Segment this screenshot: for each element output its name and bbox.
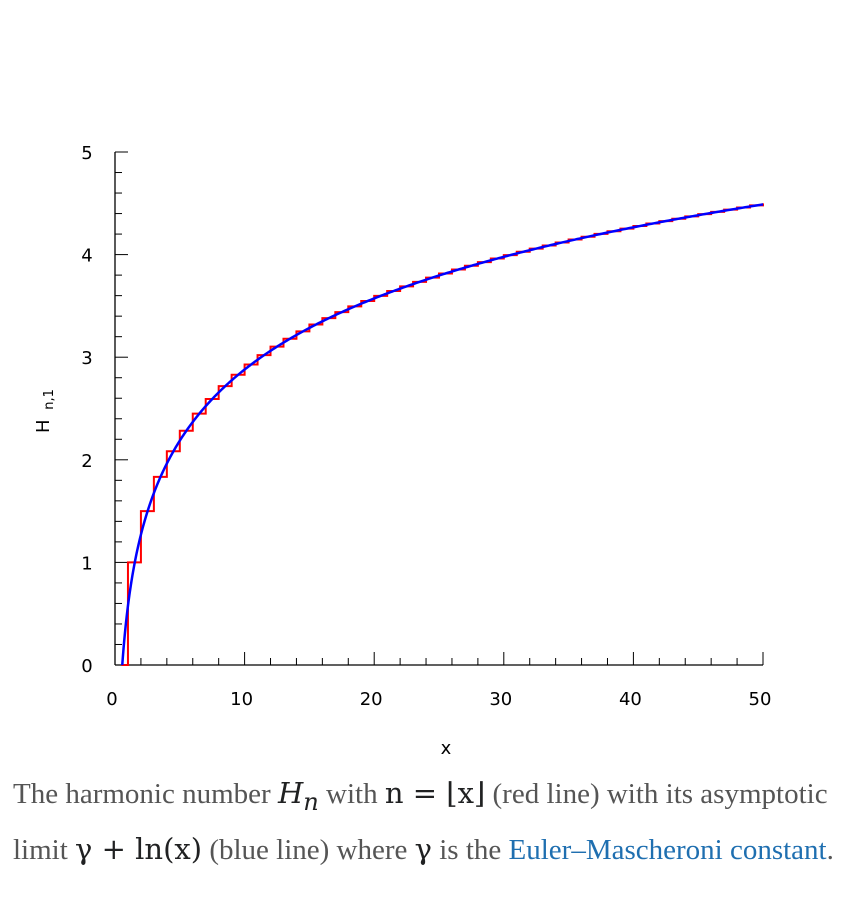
caption-math-limit: γ + ln(x): [75, 831, 203, 866]
harmonic-step-line: [121, 203, 764, 666]
y-tick-label: 1: [81, 553, 92, 574]
caption-text-5: is the: [431, 833, 509, 866]
caption-math-H: H: [277, 776, 304, 810]
axes: [114, 152, 763, 666]
y-tick-label: 5: [81, 143, 92, 164]
caption-text-6: .: [826, 833, 834, 866]
y-axis-label: H n,1: [33, 389, 57, 433]
x-tick-label: 20: [360, 689, 383, 710]
caption-text-1: The harmonic number: [13, 778, 278, 810]
y-tick-label: 0: [81, 656, 92, 677]
caption-text-4: (blue line) where: [202, 833, 415, 866]
y-tick-labels: 0 1 2 3 4 5: [81, 143, 92, 677]
harmonic-number-chart: 0 10 20 30 40 50 0 1 2 3 4 5 x H n,1: [33, 143, 771, 759]
x-tick-label: 10: [230, 689, 253, 710]
asymptotic-limit-line: [121, 203, 764, 666]
caption-math-floor: n = ⌊x⌋: [384, 776, 486, 810]
figure-caption: The harmonic number Hn with n = ⌊x⌋ (red…: [13, 770, 843, 873]
euler-mascheroni-link[interactable]: Euler–Mascheroni constant: [508, 833, 827, 866]
x-tick-labels: 0 10 20 30 40 50: [106, 689, 771, 710]
y-axis-label-main: H: [33, 419, 54, 433]
caption-text-2: with: [318, 778, 385, 810]
caption-text-3: (red line) with its asymptotic limit: [13, 778, 828, 866]
x-tick-label: 40: [619, 689, 642, 710]
x-axis-label: x: [441, 738, 452, 759]
caption-math-gamma: γ: [414, 831, 432, 866]
caption-math-n: n: [303, 787, 319, 816]
y-tick-label: 4: [81, 246, 92, 267]
y-axis-label-sub: n,1: [42, 389, 57, 410]
ticks: [114, 151, 764, 666]
y-tick-label: 2: [81, 451, 92, 472]
y-tick-label: 3: [81, 348, 92, 369]
x-tick-label: 30: [489, 689, 512, 710]
x-tick-label: 50: [749, 689, 772, 710]
x-tick-label: 0: [106, 689, 117, 710]
